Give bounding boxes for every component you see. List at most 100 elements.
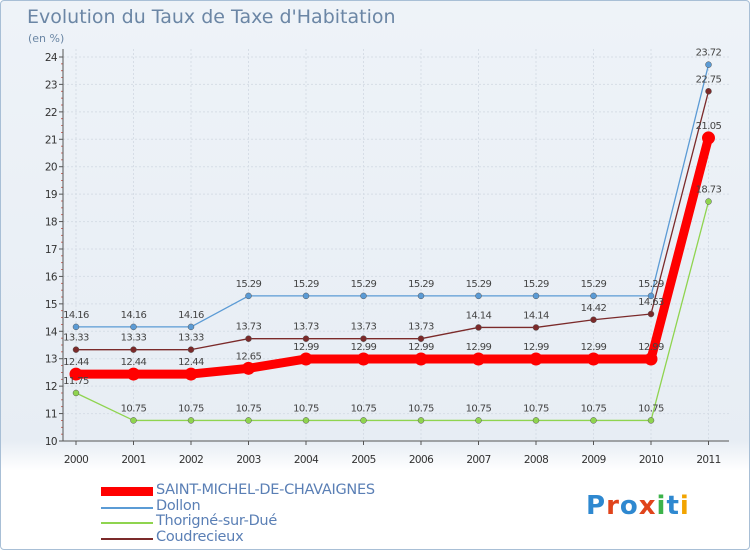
data-label: 11.75 bbox=[63, 376, 89, 387]
data-point bbox=[72, 389, 80, 397]
data-point bbox=[187, 346, 195, 353]
data-point bbox=[702, 131, 715, 145]
y-tick-label: 24 bbox=[45, 52, 58, 64]
y-tick-label: 15 bbox=[45, 299, 57, 311]
data-point bbox=[475, 324, 482, 331]
logo-letter: r bbox=[606, 491, 620, 521]
y-tick-label: 11 bbox=[45, 409, 57, 421]
data-label: 10.75 bbox=[638, 403, 664, 414]
data-point bbox=[245, 335, 252, 342]
x-tick-label: 2001 bbox=[121, 454, 145, 466]
legend-label: SAINT-MICHEL-DE-CHAVAIGNES bbox=[156, 482, 375, 498]
legend-label: Coudrecieux bbox=[156, 528, 244, 545]
data-point bbox=[705, 198, 712, 205]
data-point bbox=[130, 346, 137, 353]
logo-letter: o bbox=[619, 491, 639, 521]
line-chart: 10 11 12 13 14 15 16 17 18 19 20 21 22 23 24 2000 2001 20… bbox=[45, 48, 729, 466]
data-point bbox=[587, 352, 600, 366]
data-label: 12.99 bbox=[408, 342, 434, 353]
data-point bbox=[647, 292, 655, 300]
data-point bbox=[360, 292, 367, 300]
data-label: 10.75 bbox=[121, 403, 147, 414]
data-point bbox=[590, 292, 597, 300]
legend-swatch bbox=[101, 487, 153, 496]
data-point bbox=[417, 417, 425, 424]
data-label: 12.99 bbox=[351, 342, 377, 353]
data-label: 12.44 bbox=[63, 357, 89, 368]
data-point bbox=[302, 417, 310, 424]
data-point bbox=[127, 367, 140, 381]
series-line bbox=[75, 64, 710, 328]
legend-swatch bbox=[101, 537, 153, 540]
data-point bbox=[647, 417, 655, 424]
data-point bbox=[417, 292, 425, 300]
data-point bbox=[69, 367, 83, 381]
y-tick-label: 13 bbox=[45, 354, 57, 366]
x-tick-label: 2008 bbox=[524, 454, 548, 466]
data-point bbox=[187, 323, 195, 331]
y-tick-label: 22 bbox=[45, 107, 57, 119]
data-point bbox=[360, 335, 367, 342]
x-tick-label: 2002 bbox=[179, 454, 203, 466]
data-label: 14.63 bbox=[638, 297, 664, 308]
data-point bbox=[302, 292, 310, 300]
y-tick-label: 10 bbox=[45, 436, 57, 448]
y-tick-label: 12 bbox=[45, 381, 57, 393]
x-tick-label: 2003 bbox=[236, 454, 260, 466]
data-label: 12.65 bbox=[236, 351, 262, 362]
data-point bbox=[475, 417, 482, 424]
data-label: 10.75 bbox=[523, 403, 549, 414]
data-label: 15.29 bbox=[408, 279, 434, 290]
data-label: 15.29 bbox=[293, 279, 319, 290]
data-point bbox=[644, 352, 658, 366]
series-line bbox=[71, 133, 713, 379]
data-label: 10.75 bbox=[408, 403, 434, 414]
chart-title: Evolution du Taux de Taxe d'Habitation bbox=[27, 6, 396, 28]
legend-label: Dollon bbox=[156, 497, 201, 514]
data-point bbox=[242, 361, 255, 375]
x-tick-label: 2006 bbox=[409, 454, 434, 466]
data-label: 15.29 bbox=[351, 279, 377, 290]
logo-letter: x bbox=[638, 491, 657, 521]
chart-unit-label: (en %) bbox=[28, 32, 65, 45]
logo-letter: i bbox=[679, 491, 690, 521]
data-point bbox=[532, 417, 540, 424]
x-tick-label: 2000 bbox=[64, 454, 88, 466]
data-label: 13.73 bbox=[408, 322, 434, 333]
data-label: 12.44 bbox=[178, 357, 204, 368]
data-label: 23.72 bbox=[696, 48, 722, 59]
legend-swatch bbox=[101, 522, 153, 524]
data-label: 14.14 bbox=[466, 310, 492, 321]
data-label: 14.16 bbox=[63, 310, 89, 321]
data-label: 12.99 bbox=[523, 342, 549, 353]
x-tick-label: 2004 bbox=[294, 454, 319, 466]
data-label: 15.29 bbox=[581, 279, 607, 290]
data-point bbox=[184, 367, 198, 381]
data-point bbox=[705, 88, 712, 95]
y-tick-label: 18 bbox=[45, 217, 57, 229]
data-label: 21.05 bbox=[696, 121, 722, 132]
y-tick-label: 20 bbox=[45, 162, 57, 174]
data-label: 13.33 bbox=[121, 333, 147, 344]
x-tick-label: 2009 bbox=[581, 454, 605, 466]
data-label: 22.75 bbox=[696, 74, 722, 85]
data-label: 14.14 bbox=[523, 310, 549, 321]
data-point bbox=[417, 335, 425, 342]
data-point bbox=[130, 417, 137, 424]
data-label: 15.29 bbox=[523, 279, 549, 290]
data-point bbox=[72, 346, 80, 353]
data-label: 10.75 bbox=[466, 403, 492, 414]
data-label: 15.29 bbox=[466, 279, 492, 290]
data-point bbox=[472, 352, 485, 366]
legend-swatch bbox=[101, 506, 153, 509]
data-label: 10.75 bbox=[351, 403, 377, 414]
series-line bbox=[75, 200, 710, 422]
y-tick-label: 19 bbox=[45, 189, 57, 201]
x-tick-label: 2010 bbox=[639, 454, 663, 466]
data-point bbox=[72, 323, 80, 331]
data-point bbox=[187, 417, 195, 424]
y-tick-label: 21 bbox=[45, 134, 57, 146]
data-label: 13.73 bbox=[236, 322, 262, 333]
data-label: 13.33 bbox=[178, 333, 204, 344]
data-point bbox=[590, 417, 597, 424]
